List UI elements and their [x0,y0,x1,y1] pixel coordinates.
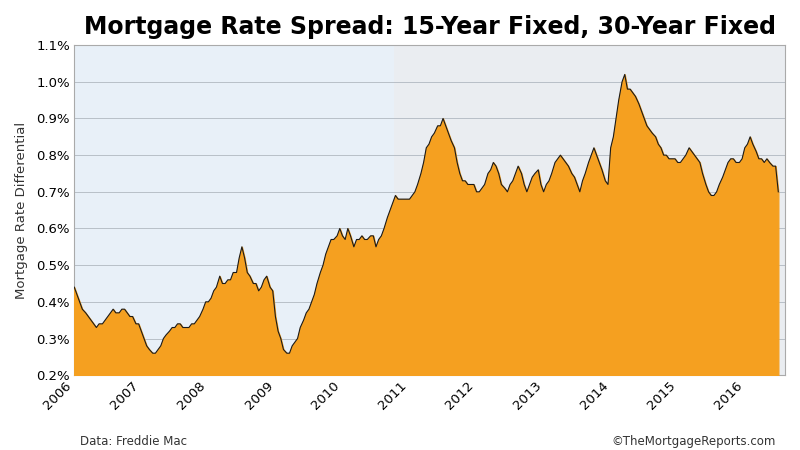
Bar [394,45,785,375]
Text: Data: Freddie Mac: Data: Freddie Mac [80,435,187,448]
Title: Mortgage Rate Spread: 15-Year Fixed, 30-Year Fixed: Mortgage Rate Spread: 15-Year Fixed, 30-… [84,15,776,39]
Y-axis label: Mortgage Rate Differential: Mortgage Rate Differential [15,122,28,299]
Text: ©TheMortgageReports.com: ©TheMortgageReports.com [612,435,776,448]
